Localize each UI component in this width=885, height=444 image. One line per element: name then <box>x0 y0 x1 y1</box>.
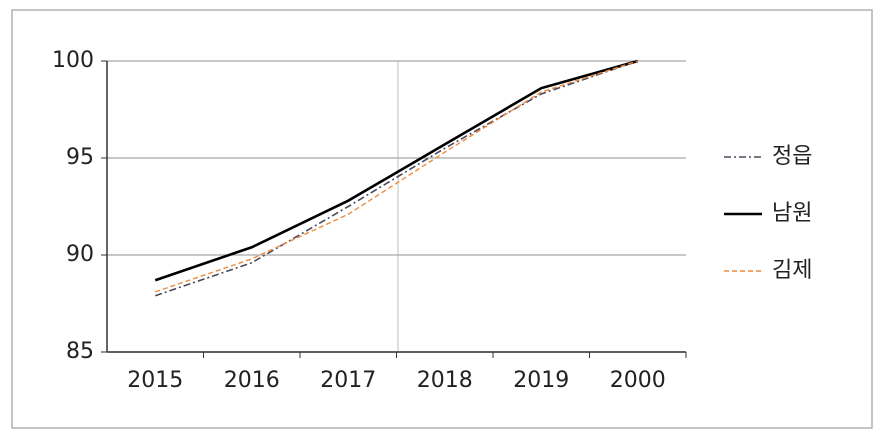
x-tick-label: 2015 <box>127 368 183 393</box>
legend-label: 정읍 <box>772 144 812 169</box>
y-tick-label: 85 <box>66 339 94 364</box>
x-tick-label: 2018 <box>417 368 473 393</box>
legend-label: 김제 <box>772 258 812 283</box>
chart-frame <box>11 9 873 429</box>
y-tick-label: 90 <box>66 242 94 267</box>
y-tick-label: 95 <box>66 145 94 170</box>
series-line <box>155 60 638 293</box>
legend-label: 남원 <box>772 201 812 226</box>
series-line <box>154 60 639 297</box>
series-line <box>154 59 639 282</box>
x-tick-label: 2017 <box>320 368 376 393</box>
x-tick-label: 2000 <box>610 368 666 393</box>
y-tick-label: 100 <box>52 48 94 73</box>
x-tick-label: 2016 <box>224 368 280 393</box>
x-tick-label: 2019 <box>513 368 569 393</box>
